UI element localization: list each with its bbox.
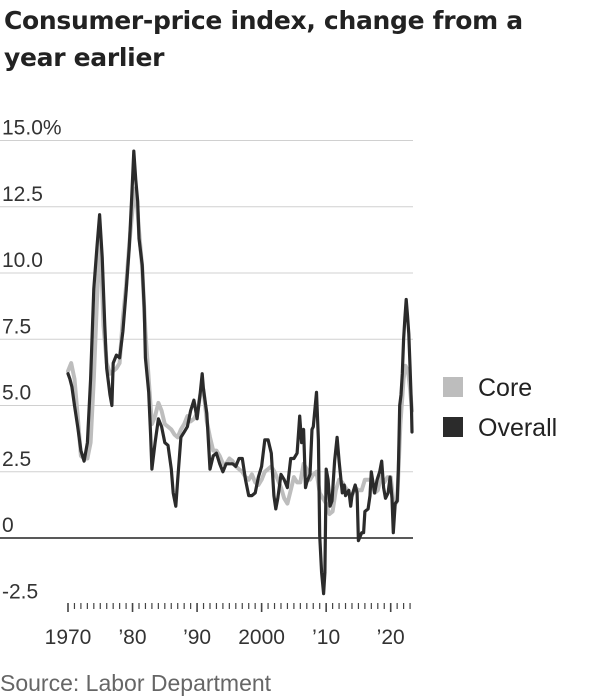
legend-swatch-overall [443,417,463,437]
y-tick-label: 12.5 [2,183,43,206]
y-tick-label: 15.0% [2,117,62,140]
x-tick-label: ’20 [377,626,405,649]
x-tick-label: ’90 [183,626,211,649]
legend-label-core: Core [478,374,532,402]
x-tick-label: 2000 [238,626,285,649]
y-tick-label: 5.0 [2,382,31,405]
x-tick-label: ’80 [119,626,147,649]
x-tick-label: ’10 [312,626,340,649]
grid-lines [0,140,413,539]
chart-title: Consumer-price index, change from a year… [4,6,523,72]
series-lines [66,149,414,596]
y-axis-tick-labels: 15.0% 12.5 10.0 7.5 5.0 2.5 0 -2.5 [2,117,62,604]
x-tick-label: 1970 [45,626,92,649]
x-axis: 1970 ’80 ’90 2000 ’10 ’20 [45,603,411,649]
y-tick-label: 10.0 [2,249,43,272]
series-line-overall [66,149,414,596]
y-tick-label: 0 [2,514,14,537]
y-tick-label: 2.5 [2,448,31,471]
legend-label-overall: Overall [478,414,557,442]
source-note: Source: Labor Department [0,670,272,696]
y-tick-label: 7.5 [2,315,31,338]
y-tick-label: -2.5 [2,580,38,603]
legend: Core Overall [443,374,557,442]
legend-swatch-core [443,377,463,397]
